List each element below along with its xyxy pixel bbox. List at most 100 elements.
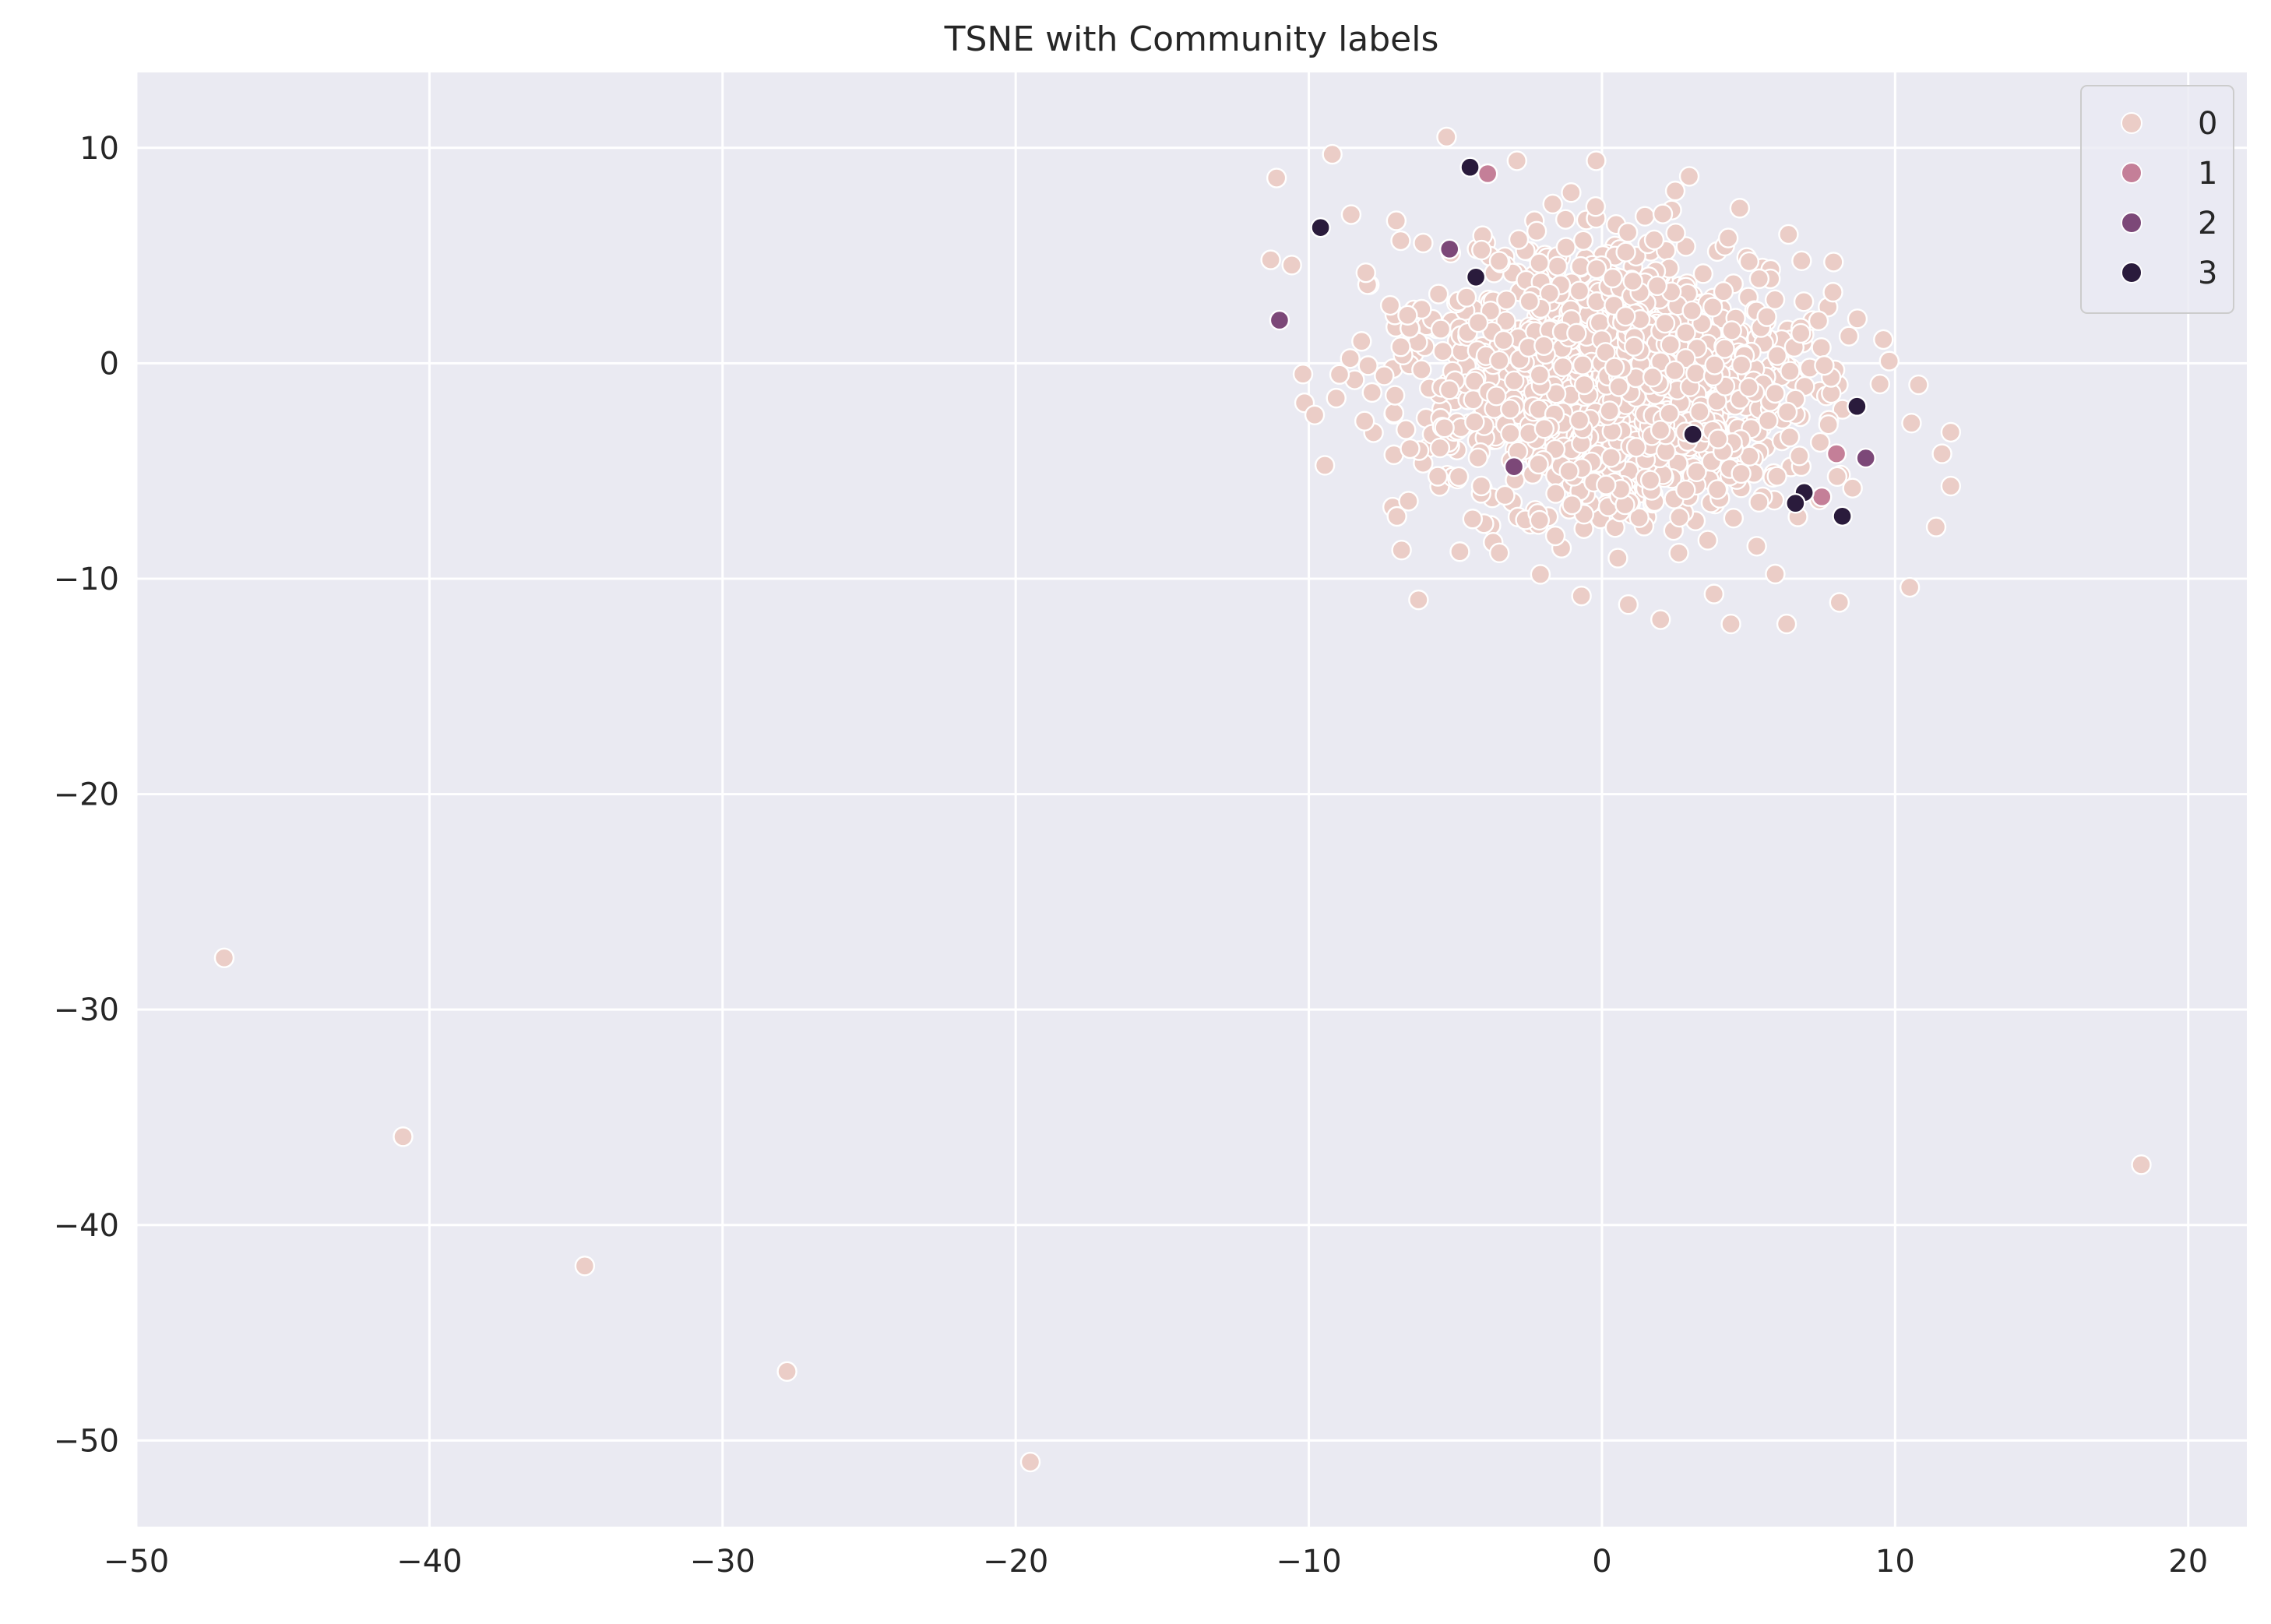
- point-series-0: [1617, 222, 1639, 243]
- point-series-0: [1354, 410, 1375, 432]
- point-series-0: [1572, 230, 1594, 251]
- point-series-0: [1758, 410, 1779, 432]
- point-series-0: [1281, 255, 1302, 276]
- point-series-0: [1650, 420, 1671, 441]
- point-series-0: [1625, 437, 1647, 458]
- point-series-0: [1374, 365, 1395, 386]
- point-series-0: [1314, 455, 1336, 476]
- point-series-0: [1480, 301, 1502, 322]
- point-series-0: [1585, 196, 1606, 217]
- point-series-0: [1569, 280, 1590, 301]
- point-series-3: [1785, 492, 1806, 514]
- point-series-0: [1748, 268, 1770, 290]
- point-series-0: [1714, 338, 1735, 359]
- point-series-0: [1529, 252, 1550, 273]
- point-series-0: [1748, 491, 1769, 513]
- point-series-3: [1847, 396, 1868, 417]
- point-series-0: [1639, 470, 1661, 491]
- point-series-0: [1615, 241, 1636, 262]
- point-series-0: [1260, 249, 1281, 270]
- point-series-0: [1789, 446, 1810, 467]
- point-series-0: [1602, 267, 1623, 289]
- point-series-2: [1855, 447, 1876, 469]
- point-series-0: [1390, 336, 1411, 358]
- point-series-0: [1665, 222, 1686, 244]
- plot-area: [136, 72, 2247, 1527]
- point-series-0: [1659, 403, 1680, 424]
- point-series-2: [1269, 309, 1290, 331]
- point-series-0: [1618, 594, 1639, 615]
- point-series-0: [1411, 359, 1432, 380]
- point-series-0: [1547, 255, 1569, 277]
- x-tick-label: −10: [1276, 1544, 1341, 1580]
- legend-marker-3: [2121, 262, 2142, 284]
- point-series-1: [1812, 486, 1833, 508]
- point-series-3: [1832, 506, 1853, 527]
- point-series-0: [1408, 589, 1429, 611]
- point-series-0: [1811, 336, 1832, 358]
- point-series-0: [1778, 224, 1799, 245]
- point-series-0: [1652, 203, 1674, 224]
- point-series-0: [1689, 401, 1710, 422]
- point-series-0: [1391, 540, 1412, 561]
- point-series-0: [1642, 367, 1664, 388]
- point-series-0: [1931, 443, 1952, 464]
- point-series-0: [1533, 335, 1554, 356]
- point-series-0: [1756, 306, 1777, 327]
- point-series-0: [1500, 399, 1521, 420]
- point-series-0: [1530, 564, 1551, 585]
- point-series-0: [1571, 585, 1592, 607]
- y-tick-label: −10: [54, 562, 119, 597]
- y-tick-label: −50: [54, 1423, 119, 1459]
- point-series-1: [1826, 443, 1847, 464]
- legend-label-0: 0: [2198, 106, 2217, 142]
- x-tick-label: 10: [1875, 1544, 1915, 1580]
- point-series-0: [1430, 319, 1452, 340]
- point-series-0: [1398, 491, 1419, 512]
- point-series-0: [1429, 437, 1451, 459]
- legend-label-2: 2: [2198, 206, 2217, 241]
- point-series-0: [1586, 150, 1607, 171]
- point-series-0: [1340, 348, 1361, 369]
- x-tick-label: −30: [690, 1544, 755, 1580]
- point-series-0: [1686, 461, 1707, 483]
- legend-label-3: 3: [2198, 255, 2217, 291]
- point-series-0: [1823, 252, 1844, 273]
- point-series-0: [1589, 312, 1611, 333]
- point-series-0: [1495, 484, 1516, 506]
- point-series-0: [1304, 404, 1326, 425]
- point-series-0: [1623, 336, 1645, 357]
- point-series-0: [1615, 305, 1636, 327]
- point-series-0: [1822, 281, 1843, 303]
- point-series-0: [1869, 373, 1891, 395]
- point-series-0: [1467, 447, 1489, 468]
- point-series-0: [1776, 401, 1798, 423]
- x-tick-label: 0: [1592, 1544, 1611, 1580]
- point-series-0: [1668, 542, 1689, 564]
- point-series-0: [1428, 284, 1449, 305]
- point-series-0: [1427, 466, 1449, 487]
- point-series-0: [1596, 474, 1617, 495]
- point-series-0: [1925, 516, 1947, 537]
- point-series-0: [1707, 428, 1729, 449]
- point-series-0: [1675, 479, 1696, 501]
- point-series-0: [1379, 294, 1401, 316]
- legend-marker-1: [2121, 162, 2142, 184]
- point-series-0: [1496, 289, 1517, 311]
- point-series-0: [1634, 206, 1656, 227]
- y-tick-label: −30: [54, 992, 119, 1028]
- point-series-0: [1326, 387, 1347, 409]
- point-series-0: [1697, 530, 1719, 551]
- point-series-0: [1746, 536, 1767, 557]
- point-series-0: [1545, 483, 1566, 504]
- point-series-0: [393, 1126, 414, 1147]
- point-series-0: [1329, 364, 1350, 385]
- legend-box: [2080, 85, 2234, 314]
- point-series-0: [1413, 232, 1434, 254]
- legend: 0 1 2 3: [2080, 85, 2234, 314]
- point-series-0: [1790, 322, 1812, 344]
- point-series-0: [1685, 363, 1706, 384]
- point-series-0: [1847, 308, 1868, 329]
- point-series-0: [1385, 210, 1407, 231]
- point-series-0: [1471, 239, 1492, 261]
